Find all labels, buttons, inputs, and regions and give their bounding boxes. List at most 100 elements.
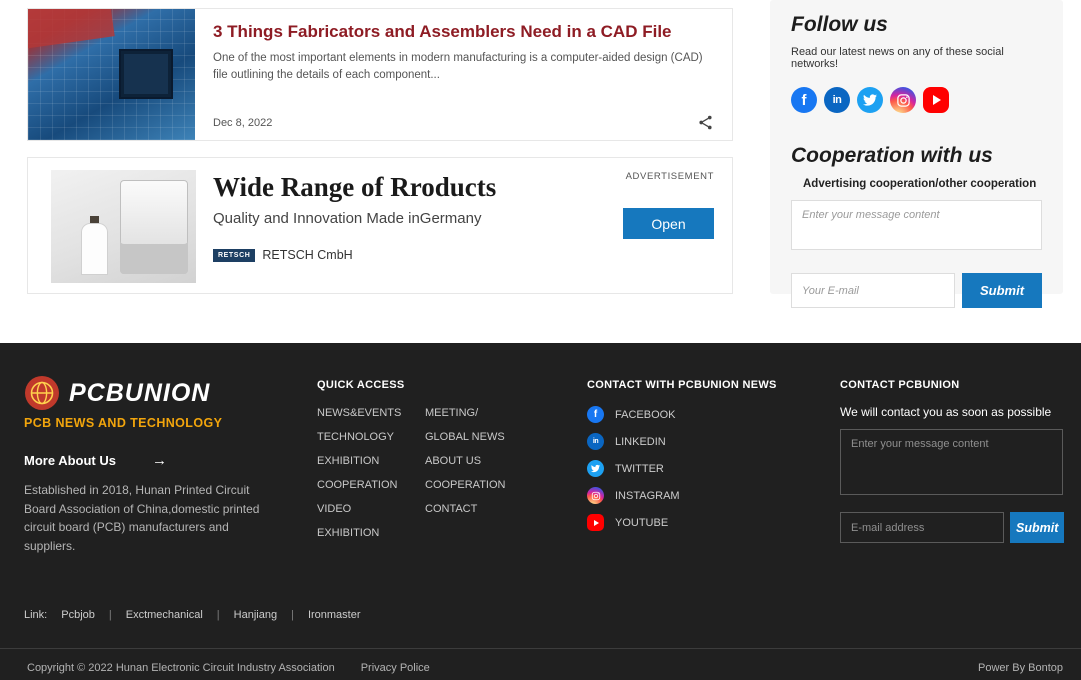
- retsch-logo: RETSCH: [213, 248, 256, 262]
- facebook-icon[interactable]: f: [791, 87, 817, 113]
- link-exctmechanical[interactable]: Exctmechanical: [125, 609, 203, 622]
- news-date: Dec 8, 2022: [213, 116, 273, 129]
- footer-facebook-link[interactable]: f FACEBOOK: [587, 406, 840, 423]
- footer-message-input[interactable]: [840, 429, 1063, 495]
- news-card: 3 Things Fabricators and Assemblers Need…: [27, 8, 733, 141]
- youtube-icon[interactable]: [923, 87, 949, 113]
- cooperation-submit-button[interactable]: Submit: [962, 273, 1042, 308]
- footer: PCBUNION PCB NEWS AND TECHNOLOGY More Ab…: [0, 343, 1081, 680]
- twitter-icon[interactable]: [857, 87, 883, 113]
- quick-access-col2: MEETING/ GLOBAL NEWS ABOUT US COOPERATIO…: [425, 407, 533, 551]
- links-label: Link:: [24, 609, 48, 622]
- link-separator: |: [216, 609, 220, 622]
- brand-row[interactable]: PCBUNION: [24, 375, 301, 411]
- top-section: 3 Things Fabricators and Assemblers Need…: [0, 0, 1081, 343]
- footer-social-list: f FACEBOOK in LINKEDIN TWITTER INSTAGRAM: [587, 406, 840, 531]
- privacy-police-link[interactable]: Privacy Police: [360, 662, 430, 675]
- footer-contact-news-column: CONTACT WITH PCBUNION NEWS f FACEBOOK in…: [587, 375, 840, 567]
- quick-access-heading: QUICK ACCESS: [317, 379, 405, 391]
- cooperation-form-row: Submit: [791, 273, 1042, 308]
- play-icon: [933, 95, 941, 105]
- twitter-label: TWITTER: [615, 462, 664, 475]
- power-by-text: Power By Bontop: [978, 662, 1063, 675]
- footer-link[interactable]: COOPERATION: [425, 479, 506, 491]
- more-about-us-link[interactable]: More About Us →: [24, 452, 301, 469]
- quick-access-col1: NEWS&EVENTS TECHNOLOGY EXHIBITION COOPER…: [317, 407, 425, 551]
- ad-title[interactable]: Wide Range of Rroducts: [213, 172, 497, 202]
- contact-pcbunion-heading: CONTACT PCBUNION: [840, 379, 960, 391]
- footer-instagram-link[interactable]: INSTAGRAM: [587, 487, 840, 504]
- link-ironmaster[interactable]: Ironmaster: [307, 609, 361, 622]
- footer-quick-access-column: QUICK ACCESS NEWS&EVENTS TECHNOLOGY EXHI…: [317, 375, 557, 567]
- footer-youtube-link[interactable]: YOUTUBE: [587, 514, 840, 531]
- footer-contact-form-column: CONTACT PCBUNION We will contact you as …: [840, 375, 1065, 567]
- share-icon[interactable]: [697, 114, 714, 131]
- footer-links-row: Link: Pcbjob | Exctmechanical | Hanjiang…: [0, 609, 1081, 621]
- ad-open-button[interactable]: Open: [623, 208, 714, 239]
- quick-access-lists: NEWS&EVENTS TECHNOLOGY EXHIBITION COOPER…: [317, 407, 557, 551]
- play-icon: [593, 519, 599, 526]
- footer-link[interactable]: NEWS&EVENTS: [317, 407, 402, 419]
- youtube-icon: [587, 514, 604, 531]
- follow-us-subtitle: Read our latest news on any of these soc…: [791, 46, 1004, 70]
- footer-linkedin-link[interactable]: in LINKEDIN: [587, 433, 840, 450]
- footer-brand-column: PCBUNION PCB NEWS AND TECHNOLOGY More Ab…: [24, 375, 301, 567]
- footer-link[interactable]: EXHIBITION: [317, 455, 380, 467]
- footer-link[interactable]: GLOBAL NEWS: [425, 431, 505, 443]
- footer-twitter-link[interactable]: TWITTER: [587, 460, 840, 477]
- linkedin-label: LINKEDIN: [615, 435, 666, 448]
- news-excerpt: One of the most important elements in mo…: [213, 52, 703, 81]
- twitter-icon: [587, 460, 604, 477]
- footer-link[interactable]: COOPERATION: [317, 479, 398, 491]
- cooperation-message-input[interactable]: [791, 200, 1042, 250]
- footer-link[interactable]: TECHNOLOGY: [317, 431, 395, 443]
- facebook-label: FACEBOOK: [615, 408, 676, 421]
- ad-brand-name: RETSCH CmbH: [262, 248, 353, 262]
- brand-name: PCBUNION: [69, 378, 211, 407]
- facebook-icon: f: [587, 406, 604, 423]
- footer-bottom-row: Copyright © 2022 Hunan Electronic Circui…: [0, 649, 1081, 674]
- advertisement-label: ADVERTISEMENT: [625, 171, 714, 182]
- link-pcbjob[interactable]: Pcbjob: [61, 609, 95, 622]
- cooperation-subtitle: Advertising cooperation/other cooperatio…: [803, 178, 1037, 190]
- footer-submit-button[interactable]: Submit: [1010, 512, 1065, 543]
- instagram-icon: [587, 487, 604, 504]
- footer-form-row: Submit: [840, 512, 1065, 543]
- brand-about-text: Established in 2018, Hunan Printed Circu…: [24, 483, 260, 553]
- copyright-text: Copyright © 2022 Hunan Electronic Circui…: [27, 662, 335, 675]
- news-card-body: 3 Things Fabricators and Assemblers Need…: [195, 9, 732, 140]
- footer-link[interactable]: EXHIBITION: [317, 527, 380, 539]
- link-separator: |: [291, 609, 294, 622]
- ad-brand-row: RETSCH RETSCH CmbH: [213, 248, 496, 262]
- link-separator: |: [108, 609, 112, 622]
- link-hanjiang[interactable]: Hanjiang: [233, 609, 278, 622]
- footer-link[interactable]: MEETING/: [425, 407, 479, 419]
- brand-tagline: PCB NEWS AND TECHNOLOGY: [24, 416, 223, 430]
- news-card-footer: Dec 8, 2022: [213, 114, 714, 131]
- footer-link[interactable]: VIDEO: [317, 503, 352, 515]
- contact-news-heading: CONTACT WITH PCBUNION NEWS: [587, 379, 777, 391]
- footer-email-input[interactable]: [840, 512, 1004, 543]
- news-title[interactable]: 3 Things Fabricators and Assemblers Need…: [213, 22, 672, 41]
- social-icons-row: f in: [791, 87, 1042, 113]
- footer-link[interactable]: CONTACT: [425, 503, 478, 515]
- ad-body: Wide Range of Rroducts Quality and Innov…: [213, 170, 496, 281]
- linkedin-icon: in: [587, 433, 604, 450]
- youtube-label: YOUTUBE: [615, 516, 669, 529]
- ad-subtitle: Quality and Innovation Made inGermany: [213, 210, 482, 227]
- ad-thumbnail-image[interactable]: [51, 170, 196, 283]
- footer-link[interactable]: ABOUT US: [425, 455, 482, 467]
- instagram-icon[interactable]: [890, 87, 916, 113]
- follow-us-title: Follow us: [791, 13, 888, 36]
- sidebar: Follow us Read our latest news on any of…: [770, 0, 1063, 308]
- main-column: 3 Things Fabricators and Assemblers Need…: [27, 8, 733, 294]
- advertisement-card: ADVERTISEMENT Wide Range of Rroducts Qua…: [27, 157, 733, 294]
- footer-divider: [0, 648, 1081, 650]
- footer-columns: PCBUNION PCB NEWS AND TECHNOLOGY More Ab…: [0, 343, 1081, 567]
- cooperation-title: Cooperation with us: [791, 144, 993, 167]
- news-thumbnail-image[interactable]: [28, 9, 195, 140]
- contact-form-subtitle: We will contact you as soon as possible: [840, 405, 1052, 419]
- linkedin-icon[interactable]: in: [824, 87, 850, 113]
- cooperation-email-input[interactable]: [791, 273, 955, 308]
- instagram-label: INSTAGRAM: [615, 489, 680, 502]
